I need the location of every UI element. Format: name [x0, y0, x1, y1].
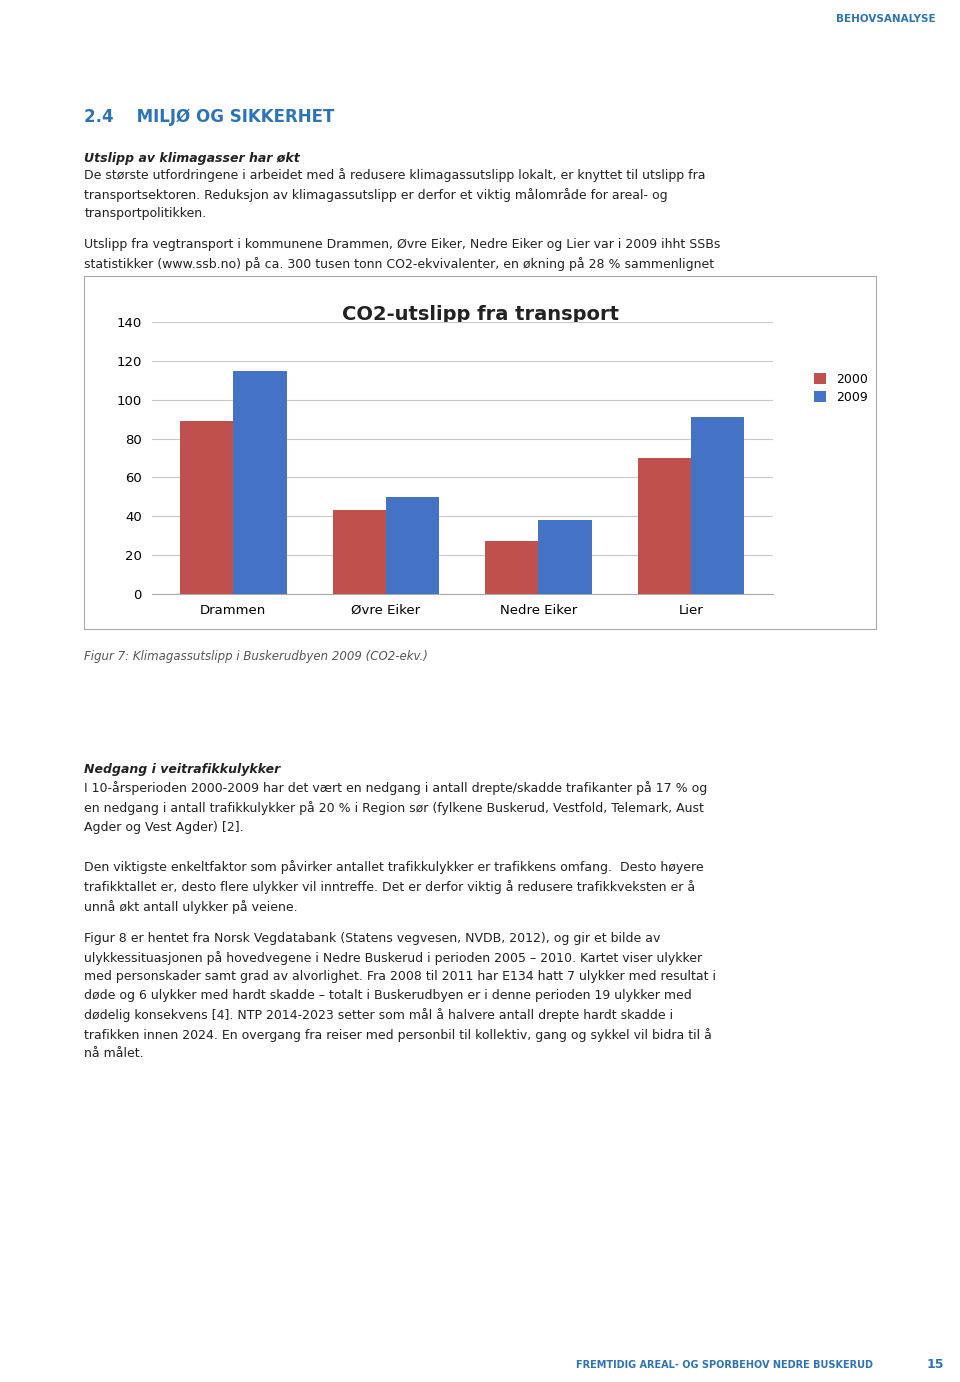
Text: Utslipp av klimagasser har økt: Utslipp av klimagasser har økt — [84, 152, 300, 166]
Bar — [485, 542, 539, 594]
Text: Den viktigste enkeltfaktor som påvirker antallet trafikkulykker er trafikkens om: Den viktigste enkeltfaktor som påvirker … — [84, 860, 704, 915]
Text: 15: 15 — [926, 1359, 944, 1371]
Bar — [332, 510, 386, 594]
Legend: 2000, 2009: 2000, 2009 — [810, 369, 872, 408]
Text: 2.4    MILJØ OG SIKKERHET: 2.4 MILJØ OG SIKKERHET — [84, 108, 335, 126]
Text: CO2-utslipp fra transport: CO2-utslipp fra transport — [342, 304, 618, 323]
Text: Utslipp fra vegtransport i kommunene Drammen, Øvre Eiker, Nedre Eiker og Lier va: Utslipp fra vegtransport i kommunene Dra… — [84, 238, 721, 290]
Bar — [386, 496, 440, 594]
Bar — [233, 370, 287, 594]
Text: Figur 8 er hentet fra Norsk Vegdatabank (Statens vegvesen, NVDB, 2012), og gir e: Figur 8 er hentet fra Norsk Vegdatabank … — [84, 931, 716, 1060]
Text: Figur 7: Klimagassutslipp i Buskerudbyen 2009 (CO2-ekv.): Figur 7: Klimagassutslipp i Buskerudbyen… — [84, 651, 428, 663]
Text: FREMTIDIG AREAL- OG SPORBEHOV NEDRE BUSKERUD: FREMTIDIG AREAL- OG SPORBEHOV NEDRE BUSK… — [576, 1360, 873, 1370]
Text: BEHOVSANALYSE: BEHOVSANALYSE — [836, 14, 936, 25]
Bar — [180, 422, 233, 594]
Text: I 10-årsperioden 2000-2009 har det vært en nedgang i antall drepte/skadde trafik: I 10-årsperioden 2000-2009 har det vært … — [84, 781, 708, 833]
Bar — [637, 457, 691, 594]
Text: De største utfordringene i arbeidet med å redusere klimagassutslipp lokalt, er k: De største utfordringene i arbeidet med … — [84, 167, 706, 220]
Text: Nedgang i veitrafikkulykker: Nedgang i veitrafikkulykker — [84, 763, 280, 775]
Bar — [539, 520, 592, 594]
Bar — [691, 417, 744, 594]
